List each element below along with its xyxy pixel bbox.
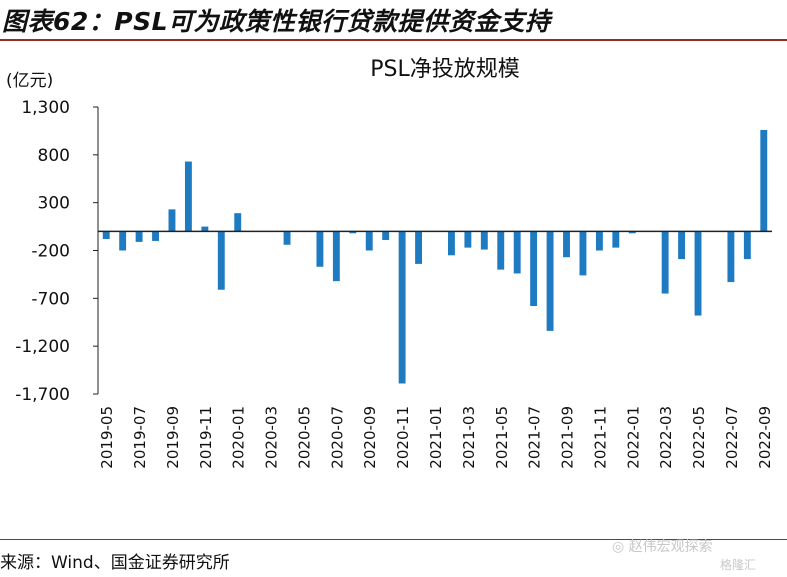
footer-rule [0,539,787,540]
bar-2022-01 [628,231,636,234]
chart-title: PSL净投放规模 [370,57,520,82]
bar-2021-04 [480,231,488,250]
bar-2022-03 [661,231,669,294]
bar-2021-09 [563,231,570,258]
bar-2022-07 [727,231,735,283]
bar-2021-12 [612,231,620,248]
psl-bar-chart: PSL净投放规模 (亿元) 1,300 800 300 -200 -700 -1,200 -… [6,57,774,469]
bar-2021-06 [513,231,521,274]
bar-2022-08 [743,231,751,260]
bar-2020-07 [332,231,340,282]
x-tick-label: 2022-01 [624,406,642,469]
wechat-icon: ◎ [612,539,629,555]
bar-2021-07 [530,231,538,306]
x-tick-label: 2019-09 [164,406,182,469]
x-tick-label: 2020-09 [361,406,379,469]
bar-2020-11 [398,231,406,384]
bar-2019-05 [102,231,110,240]
bar-2020-10 [382,231,390,240]
bar-2020-04 [283,231,291,245]
y-tick-label: -200 [31,242,70,262]
y-tick-label: -700 [31,289,70,309]
x-tick-label: 2022-05 [690,406,708,469]
bar-2019-06 [119,231,127,251]
bar-2019-12 [217,231,225,290]
x-tick-label: 2021-11 [591,406,609,469]
x-tick-label: 2019-05 [98,406,116,469]
bar-2021-05 [497,231,505,270]
bar-2020-06 [316,231,324,267]
bars [102,129,768,384]
bar-2019-10 [184,161,192,232]
figure-title: 图表62：PSL可为政策性银行贷款提供资金支持 [2,7,551,36]
x-tick-label: 2020-07 [328,406,346,469]
x-tick-label: 2020-11 [394,406,412,469]
source-note: 来源：Wind、国金证券研究所 [0,553,230,573]
x-tick-label: 2022-03 [657,406,675,469]
bar-2021-02 [447,231,455,256]
bar-2020-09 [365,231,373,251]
y-axis-unit-label: (亿元) [6,71,53,91]
x-tick-label: 2021-05 [493,406,511,469]
bar-2020-12 [415,231,423,264]
y-tick-label: -1,700 [15,385,70,405]
bar-2019-08 [152,231,159,241]
x-tick-label: 2022-07 [723,406,741,469]
x-tick-label: 2021-03 [460,406,478,469]
bar-2021-03 [464,231,472,248]
x-tick-label: 2020-03 [263,406,281,469]
y-tick-label: 800 [38,146,70,166]
bar-2019-09 [168,209,176,232]
y-tick-label: 1,300 [21,98,70,118]
bar-2021-08 [546,231,554,331]
title-rule [0,39,787,41]
bar-2020-01 [234,213,242,232]
bar-2022-05 [694,231,702,316]
x-tick-label: 2019-11 [197,406,215,469]
bar-2021-11 [595,231,603,251]
y-tick-label: 300 [38,194,70,214]
watermark-line1: 赵伟宏观探索 [628,539,713,555]
bar-2022-09 [760,129,768,232]
bar-2019-07 [135,231,143,242]
bar-2019-11 [201,226,209,232]
bar-2020-08 [349,231,357,234]
bar-2022-04 [678,231,686,260]
x-tick-label: 2021-01 [427,406,445,469]
x-tick-label: 2020-05 [295,406,313,469]
x-tick-label: 2019-07 [131,406,149,469]
y-tick-label: -1,200 [15,337,70,357]
x-tick-label: 2021-09 [559,406,577,469]
x-tick-label: 2021-07 [526,406,544,469]
x-axis: 2019-05 2019-07 2019-09 2019-11 2020-01 2020-… [98,230,774,469]
watermark: ◎ 赵伟宏观探索 格隆汇 [612,538,782,572]
watermark-line2: 格隆汇 [720,558,757,572]
x-tick-label: 2020-01 [230,406,248,469]
y-axis: 1,300 800 300 -200 -700 -1,200 -1,700 [15,98,99,405]
bar-2021-10 [579,231,587,276]
x-tick-label: 2022-09 [756,406,774,469]
